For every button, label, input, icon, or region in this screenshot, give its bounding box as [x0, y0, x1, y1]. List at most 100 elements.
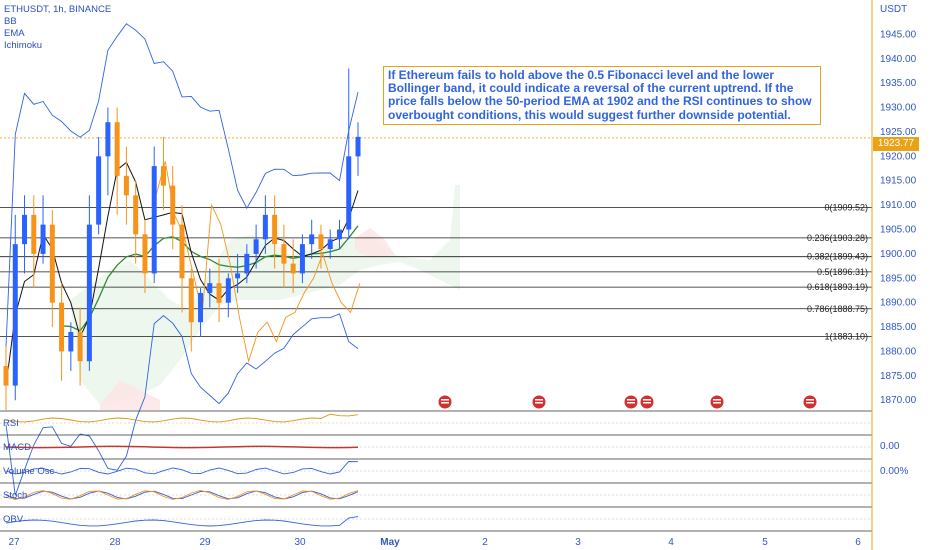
candle-body	[318, 234, 324, 250]
candle-body	[327, 239, 333, 250]
time-tick-label: 3	[575, 537, 581, 548]
price-tick-label: 1895.00	[880, 273, 917, 284]
candle-body	[198, 292, 204, 323]
price-tick-label: 1880.00	[880, 346, 917, 357]
event-markers[interactable]	[438, 395, 817, 409]
pane-label-stoch[interactable]: Stoch	[3, 490, 28, 501]
candle-body	[253, 239, 259, 254]
indicator-lines	[5, 23, 361, 496]
analysis-note[interactable]: If Ethereum fails to hold above the 0.5 …	[383, 66, 821, 125]
macd-value: 0.00	[880, 441, 900, 452]
volume-osc-value: 0.00%	[880, 466, 909, 477]
candle-body	[225, 278, 231, 303]
current-price-label: 1923.77	[873, 137, 919, 151]
pane-label-obv[interactable]: OBV	[3, 514, 24, 525]
indicator-ema[interactable]: EMA	[4, 28, 25, 39]
price-tick-label: 1890.00	[880, 298, 917, 309]
indicator-bb[interactable]: BB	[4, 16, 17, 27]
time-tick-label: 4	[668, 537, 674, 548]
time-tick-label: 28	[109, 537, 121, 548]
candle-body	[31, 214, 37, 254]
pane-series	[5, 445, 359, 449]
event-flag-stripe	[535, 399, 543, 401]
pane-label-volume-osc[interactable]: Volume Osc	[3, 466, 55, 477]
pane-label-macd[interactable]: MACD	[3, 442, 31, 453]
candle-body	[309, 234, 315, 245]
candle-body	[22, 214, 28, 245]
candle-body	[3, 366, 9, 386]
chart-legend: ETHUSDT, 1h, BINANCE BB EMA Ichimoku	[4, 4, 111, 52]
bollinger-lower	[5, 313, 359, 496]
candle-body	[114, 122, 120, 176]
cloud-red-1	[100, 380, 160, 410]
price-tick-label: 1905.00	[880, 225, 917, 236]
pane-series	[5, 490, 359, 500]
candle-body	[142, 234, 148, 274]
candle-body	[170, 185, 176, 225]
candle-body	[40, 224, 46, 254]
candle-body	[123, 175, 129, 196]
price-tick-label: 1940.00	[880, 54, 917, 65]
price-tick-label: 1930.00	[880, 103, 917, 114]
price-tick-label: 1885.00	[880, 322, 917, 333]
candle-body	[235, 273, 241, 279]
time-tick-label: 5	[762, 537, 768, 548]
candle-body	[336, 229, 342, 240]
symbol-title[interactable]: ETHUSDT, 1h, BINANCE	[4, 4, 112, 15]
candle-body	[77, 331, 83, 362]
event-flag-stripe	[627, 399, 635, 401]
stoch-signal	[5, 490, 359, 500]
time-tick-label: 6	[855, 537, 861, 548]
event-flag-stripe	[806, 402, 814, 404]
time-tick-label: 30	[294, 537, 306, 548]
candle-body	[346, 156, 352, 230]
candle-body	[216, 283, 222, 303]
candle-body	[86, 224, 92, 362]
candle-body	[68, 331, 74, 352]
price-axis-unit[interactable]: USDT	[880, 4, 908, 15]
time-tick-label: May	[380, 537, 400, 548]
event-flag-stripe	[535, 402, 543, 404]
candle-body	[355, 136, 361, 157]
candle-body	[59, 302, 65, 352]
candle-body	[262, 214, 268, 240]
fib-label: 0.786(1888.75)	[807, 304, 868, 314]
pane-series	[5, 461, 359, 475]
candle-body	[160, 166, 166, 186]
ichimoku-lagging	[155, 161, 361, 363]
event-flag-stripe	[713, 402, 721, 404]
axes: 1945.00 1940.00 1935.00 1930.00 1925.00 1920.…	[8, 0, 917, 550]
price-tick-label: 1870.00	[880, 395, 917, 406]
time-tick-label: 29	[199, 537, 211, 548]
candle-body	[96, 156, 102, 225]
indicator-ichimoku[interactable]: Ichimoku	[4, 40, 43, 51]
pane-label-rsi[interactable]: RSI	[3, 418, 19, 429]
candle-body	[188, 278, 194, 323]
bollinger-upper	[5, 23, 359, 347]
candle-body	[207, 283, 213, 293]
candle-body	[272, 214, 278, 245]
candle-body	[105, 122, 111, 157]
fib-label: 0.236(1903.28)	[807, 233, 868, 243]
candle-body	[151, 166, 157, 274]
event-flag-stripe	[643, 399, 651, 401]
event-flag-stripe	[627, 402, 635, 404]
fib-label: 0.618(1893.19)	[807, 282, 868, 292]
pane-series	[5, 516, 359, 527]
event-flag-stripe	[713, 399, 721, 401]
candle-body	[299, 244, 305, 274]
time-tick-label: 27	[8, 537, 20, 548]
event-flag-stripe	[643, 402, 651, 404]
price-tick-label: 1915.00	[880, 176, 917, 187]
candle-body	[12, 244, 18, 386]
candle-body	[281, 244, 287, 264]
fib-label: 0(1909.52)	[824, 202, 868, 212]
candle-body	[290, 263, 296, 274]
price-tick-label: 1910.00	[880, 200, 917, 211]
price-tick-label: 1920.00	[880, 151, 917, 162]
price-tick-label: 1945.00	[880, 29, 917, 40]
candle-body	[49, 224, 55, 303]
fib-label: 0.5(1896.31)	[817, 267, 868, 277]
price-tick-label: 1875.00	[880, 371, 917, 382]
